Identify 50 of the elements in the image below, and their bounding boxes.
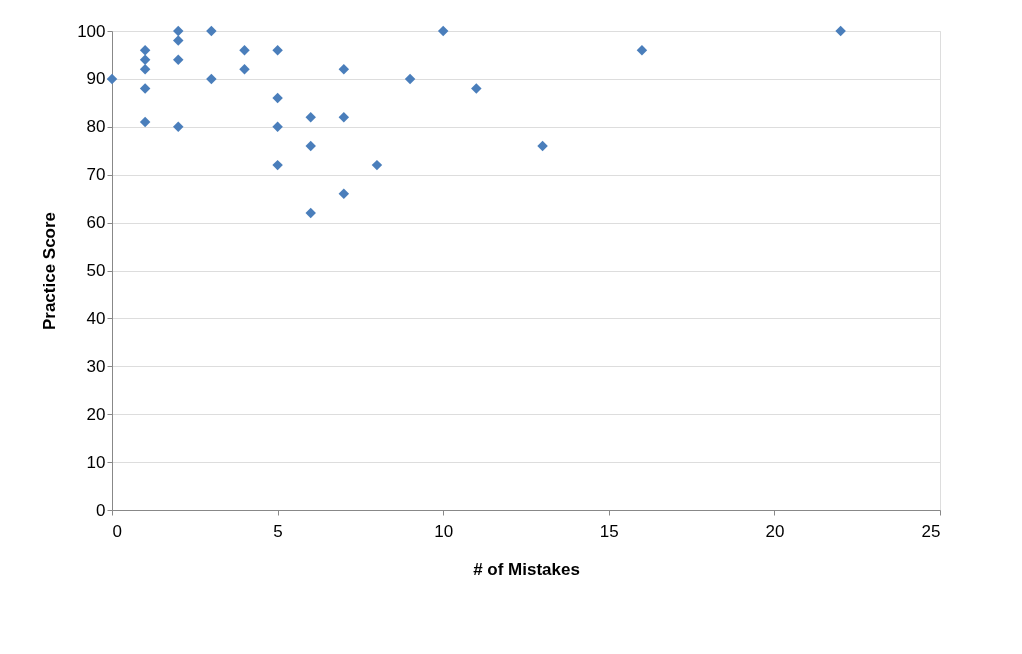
y-tick-label: 70 <box>86 165 106 185</box>
x-tick-label: 5 <box>273 521 283 541</box>
point <box>173 54 184 65</box>
y-tick-label: 50 <box>86 261 106 280</box>
point <box>338 64 350 75</box>
y-tick-label: 10 <box>86 452 106 472</box>
point <box>139 64 151 75</box>
y-tick-label: 80 <box>86 117 106 137</box>
point <box>272 159 283 171</box>
point <box>272 121 283 133</box>
y-tick-label: 0 <box>96 500 106 520</box>
point <box>471 83 482 94</box>
point <box>371 159 383 171</box>
point <box>206 73 217 85</box>
y-tick-label: 90 <box>86 69 106 89</box>
y-axis-title: Practice Score <box>40 211 60 331</box>
x-axis-title: # of Mistakes <box>473 559 580 579</box>
point <box>272 92 283 104</box>
y-tick-label: 40 <box>86 308 106 328</box>
point <box>305 140 316 152</box>
point <box>139 116 151 128</box>
point <box>338 188 350 200</box>
point <box>139 54 151 65</box>
point <box>305 111 316 123</box>
x-tick-label: 20 <box>765 521 785 541</box>
point <box>139 44 151 56</box>
x-tick-label: 10 <box>434 521 454 541</box>
point <box>437 25 449 37</box>
x-tick-label: 15 <box>599 521 619 541</box>
point <box>173 121 184 133</box>
point <box>206 25 217 37</box>
point <box>173 25 184 37</box>
point <box>239 64 250 75</box>
point <box>305 207 316 219</box>
point <box>404 73 416 85</box>
point <box>835 25 846 37</box>
point <box>173 35 184 46</box>
point <box>338 111 350 123</box>
point <box>272 44 283 56</box>
point <box>106 73 118 85</box>
x-tick-label: 25 <box>921 521 941 541</box>
y-tick-label: 60 <box>86 213 106 233</box>
y-tick-label: 20 <box>86 404 106 424</box>
y-tick-label: 30 <box>86 356 106 376</box>
point <box>139 83 151 94</box>
point <box>636 44 648 56</box>
point <box>239 44 250 56</box>
y-tick-label: 100 <box>77 21 106 41</box>
point <box>537 140 548 152</box>
x-tick-label: 0 <box>112 521 122 541</box>
